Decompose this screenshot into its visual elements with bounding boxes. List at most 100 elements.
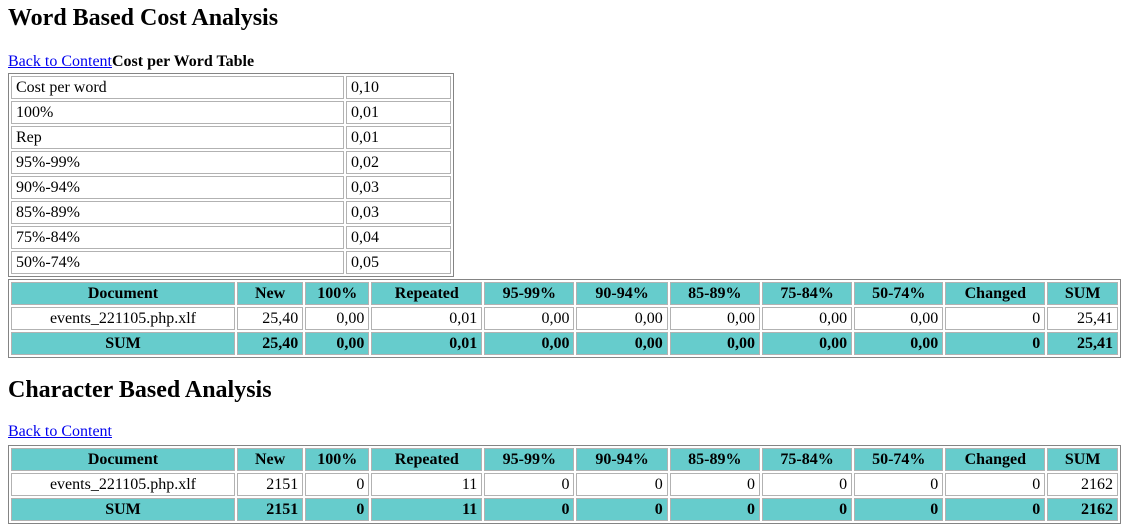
sum-value-cell: 0 — [761, 498, 853, 521]
column-header: Changed — [945, 282, 1046, 305]
sum-value-cell: 0,00 — [854, 332, 944, 355]
column-header: 95-99% — [484, 282, 575, 305]
word-analysis-table: Document New 100% Repeated 95-99% 90-94%… — [8, 279, 1121, 358]
value-cell: 0 — [761, 473, 853, 496]
value-cell: 2151 — [236, 473, 304, 496]
sum-value-cell: 0,01 — [371, 332, 483, 355]
sum-value-cell: 0 — [945, 498, 1046, 521]
value-cell: 0 — [854, 473, 944, 496]
sum-value-cell: 0 — [576, 498, 668, 521]
sum-label-cell: SUM — [11, 498, 235, 521]
cost-row-label: Cost per word — [11, 76, 345, 99]
cost-row-label: 50%-74% — [11, 251, 345, 274]
cost-row-value: 0,05 — [346, 251, 451, 274]
column-header: 90-94% — [576, 448, 668, 471]
sum-value-cell: 0,00 — [669, 332, 760, 355]
cost-row: Cost per word 0,10 — [11, 76, 451, 99]
value-cell: 0,00 — [761, 307, 853, 330]
char-table-sum-row: SUM 2151 0 11 0 0 0 0 0 0 2162 — [11, 498, 1118, 521]
value-cell: 0,00 — [305, 307, 370, 330]
sum-value-cell: 0,00 — [576, 332, 668, 355]
word-table-header-row: Document New 100% Repeated 95-99% 90-94%… — [11, 282, 1118, 305]
word-table-data-row: events_221105.php.xlf 25,40 0,00 0,01 0,… — [11, 307, 1118, 330]
document-name-cell: events_221105.php.xlf — [11, 307, 235, 330]
cost-row: 90%-94% 0,03 — [11, 176, 451, 199]
cost-row-value: 0,02 — [346, 151, 451, 174]
cost-row: Rep 0,01 — [11, 126, 451, 149]
cost-row-label: 90%-94% — [11, 176, 345, 199]
value-cell: 11 — [371, 473, 483, 496]
column-header: 50-74% — [854, 282, 944, 305]
column-header: Repeated — [371, 282, 483, 305]
document-name-cell: events_221105.php.xlf — [11, 473, 235, 496]
column-header: New — [236, 282, 304, 305]
char-table-header-row: Document New 100% Repeated 95-99% 90-94%… — [11, 448, 1118, 471]
cost-per-word-table-title: Cost per Word Table — [111, 53, 255, 70]
back-to-content-link-char[interactable]: Back to Content — [8, 423, 112, 440]
column-header: Document — [11, 282, 235, 305]
cost-row: 50%-74% 0,05 — [11, 251, 451, 274]
value-cell: 0,00 — [484, 307, 575, 330]
sum-value-cell: 2151 — [236, 498, 304, 521]
column-header: 85-89% — [669, 282, 760, 305]
value-cell: 0 — [305, 473, 370, 496]
value-cell: 0,00 — [854, 307, 944, 330]
column-header: 95-99% — [484, 448, 575, 471]
value-cell: 0 — [945, 307, 1046, 330]
sum-value-cell: 0 — [305, 498, 370, 521]
word-toc-line: Back to ContentCost per Word Table — [8, 52, 1121, 71]
cost-row-label: 100% — [11, 101, 345, 124]
sum-value-cell: 0 — [484, 498, 575, 521]
back-to-content-link-word[interactable]: Back to Content — [8, 53, 112, 70]
sum-value-cell: 0,00 — [761, 332, 853, 355]
sum-value-cell: 25,40 — [236, 332, 304, 355]
cost-row-label: 75%-84% — [11, 226, 345, 249]
cost-row-value: 0,04 — [346, 226, 451, 249]
column-header: Changed — [945, 448, 1046, 471]
sum-value-cell: 0,00 — [484, 332, 575, 355]
column-header: 75-84% — [761, 282, 853, 305]
column-header: Repeated — [371, 448, 483, 471]
column-header: SUM — [1047, 282, 1118, 305]
column-header: 50-74% — [854, 448, 944, 471]
cost-per-word-table: Cost per word 0,10 100% 0,01 Rep 0,01 95… — [8, 73, 454, 277]
sum-value-cell: 0 — [945, 332, 1046, 355]
char-table-data-row: events_221105.php.xlf 2151 0 11 0 0 0 0 … — [11, 473, 1118, 496]
cost-row: 75%-84% 0,04 — [11, 226, 451, 249]
value-cell: 25,40 — [236, 307, 304, 330]
sum-value-cell: 0 — [669, 498, 760, 521]
value-cell: 0 — [576, 473, 668, 496]
cost-row-label: 85%-89% — [11, 201, 345, 224]
cost-row-value: 0,10 — [346, 76, 451, 99]
cost-row: 85%-89% 0,03 — [11, 201, 451, 224]
value-cell: 0,00 — [669, 307, 760, 330]
value-cell: 2162 — [1047, 473, 1118, 496]
column-header: SUM — [1047, 448, 1118, 471]
sum-value-cell: 25,41 — [1047, 332, 1118, 355]
cost-row: 100% 0,01 — [11, 101, 451, 124]
value-cell: 0 — [669, 473, 760, 496]
cost-row-value: 0,03 — [346, 176, 451, 199]
cost-row: 95%-99% 0,02 — [11, 151, 451, 174]
word-analysis-title: Word Based Cost Analysis — [8, 5, 279, 31]
value-cell: 0 — [484, 473, 575, 496]
sum-label-cell: SUM — [11, 332, 235, 355]
column-header: Document — [11, 448, 235, 471]
cost-row-value: 0,01 — [346, 126, 451, 149]
column-header: 85-89% — [669, 448, 760, 471]
column-header: 75-84% — [761, 448, 853, 471]
column-header: New — [236, 448, 304, 471]
column-header: 100% — [305, 282, 370, 305]
character-analysis-table: Document New 100% Repeated 95-99% 90-94%… — [8, 445, 1121, 524]
cost-row-value: 0,03 — [346, 201, 451, 224]
char-toc-line: Back to Content — [8, 422, 1121, 441]
cost-row-value: 0,01 — [346, 101, 451, 124]
sum-value-cell: 2162 — [1047, 498, 1118, 521]
value-cell: 0 — [945, 473, 1046, 496]
sum-value-cell: 11 — [371, 498, 483, 521]
value-cell: 0,01 — [371, 307, 483, 330]
column-header: 100% — [305, 448, 370, 471]
value-cell: 0,00 — [576, 307, 668, 330]
sum-value-cell: 0,00 — [305, 332, 370, 355]
word-table-sum-row: SUM 25,40 0,00 0,01 0,00 0,00 0,00 0,00 … — [11, 332, 1118, 355]
